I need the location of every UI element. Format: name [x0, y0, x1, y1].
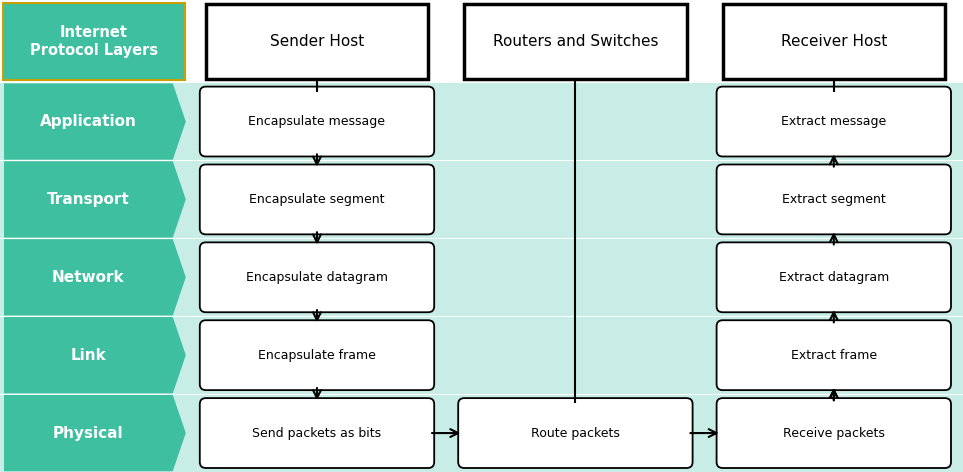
- Text: Extract datagram: Extract datagram: [779, 271, 889, 284]
- Text: Sender Host: Sender Host: [270, 34, 364, 49]
- Bar: [3, 3, 185, 80]
- Bar: [464, 4, 687, 79]
- Bar: [0, 83, 963, 160]
- Bar: [0, 317, 963, 394]
- Text: Physical: Physical: [53, 426, 123, 440]
- Text: Routers and Switches: Routers and Switches: [493, 34, 658, 49]
- Polygon shape: [4, 395, 186, 471]
- Text: Extract segment: Extract segment: [782, 193, 886, 206]
- Bar: [0, 0, 963, 83]
- Text: Extract message: Extract message: [781, 115, 886, 128]
- Text: Transport: Transport: [47, 192, 130, 207]
- FancyBboxPatch shape: [716, 164, 951, 235]
- FancyBboxPatch shape: [716, 86, 951, 157]
- Polygon shape: [4, 161, 186, 237]
- FancyBboxPatch shape: [199, 164, 434, 235]
- Polygon shape: [4, 239, 186, 315]
- Text: Extract frame: Extract frame: [791, 349, 877, 362]
- Bar: [722, 4, 945, 79]
- FancyBboxPatch shape: [199, 242, 434, 312]
- Bar: [206, 4, 429, 79]
- Text: Receive packets: Receive packets: [783, 427, 885, 439]
- Bar: [0, 161, 963, 238]
- Text: Send packets as bits: Send packets as bits: [252, 427, 381, 439]
- Polygon shape: [4, 317, 186, 393]
- Polygon shape: [4, 84, 186, 160]
- Bar: [0, 239, 963, 316]
- Text: Encapsulate segment: Encapsulate segment: [249, 193, 385, 206]
- Bar: [0, 395, 963, 472]
- FancyBboxPatch shape: [716, 398, 951, 468]
- Text: Route packets: Route packets: [531, 427, 620, 439]
- FancyBboxPatch shape: [199, 320, 434, 390]
- Text: Encapsulate message: Encapsulate message: [248, 115, 385, 128]
- FancyBboxPatch shape: [716, 242, 951, 312]
- Text: Application: Application: [39, 114, 137, 129]
- FancyBboxPatch shape: [458, 398, 692, 468]
- Text: Link: Link: [70, 348, 106, 362]
- Text: Receiver Host: Receiver Host: [781, 34, 887, 49]
- FancyBboxPatch shape: [199, 86, 434, 157]
- Text: Encapsulate datagram: Encapsulate datagram: [246, 271, 388, 284]
- Text: Encapsulate frame: Encapsulate frame: [258, 349, 376, 362]
- Text: Network: Network: [52, 270, 124, 285]
- FancyBboxPatch shape: [199, 398, 434, 468]
- FancyBboxPatch shape: [716, 320, 951, 390]
- Text: Internet
Protocol Layers: Internet Protocol Layers: [30, 25, 158, 58]
